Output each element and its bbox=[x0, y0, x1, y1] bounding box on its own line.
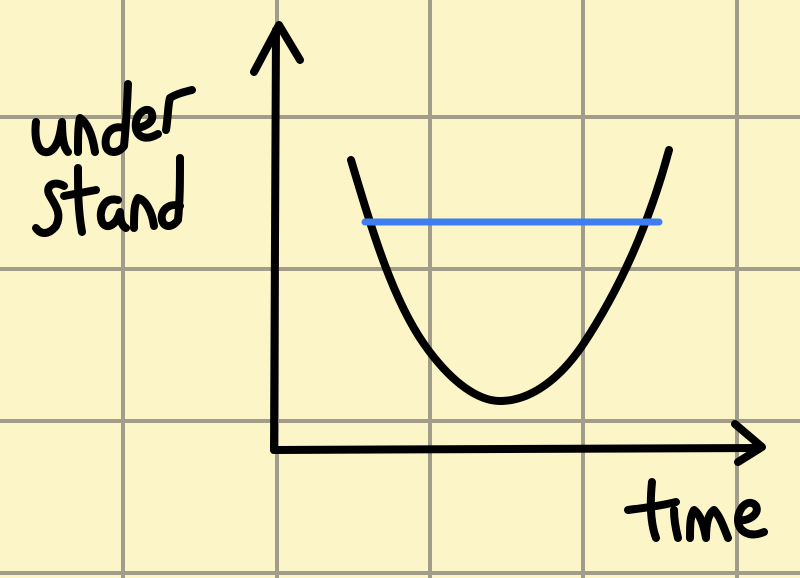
y-axis-label-handwriting bbox=[31, 80, 196, 237]
x-axis-label-handwriting bbox=[624, 478, 768, 542]
y-axis-line bbox=[270, 26, 280, 454]
axes bbox=[250, 21, 766, 466]
x-axis-arrow-icon bbox=[731, 420, 766, 466]
u-curve bbox=[347, 146, 673, 406]
y-axis-arrow-icon bbox=[250, 21, 304, 76]
x-axis-line bbox=[270, 444, 764, 454]
